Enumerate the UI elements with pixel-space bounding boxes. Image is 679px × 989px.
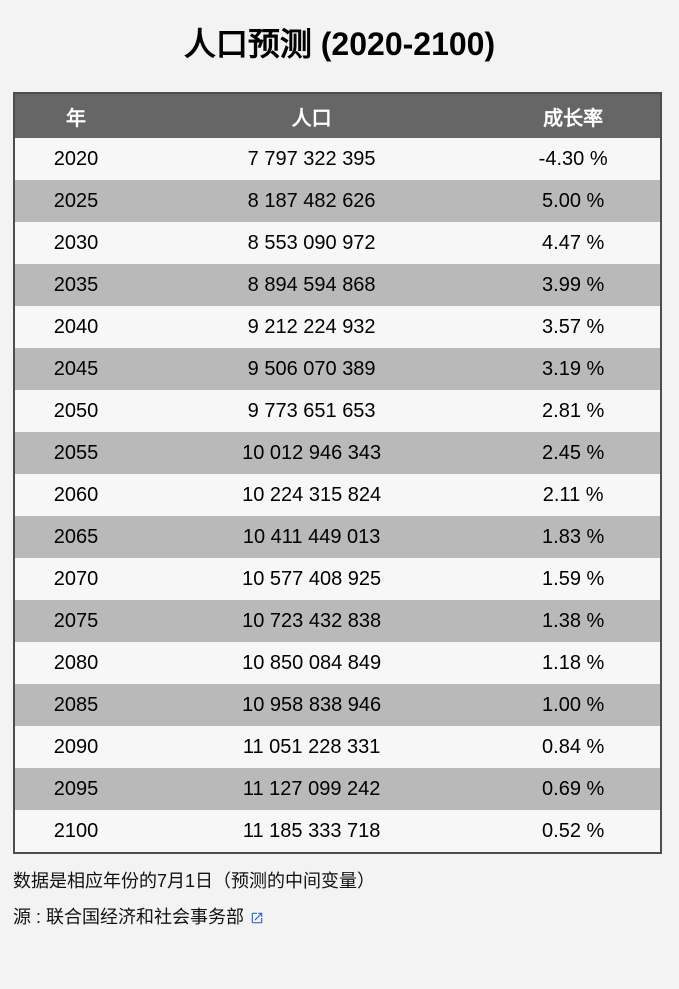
growth-rate-cell: 0.84 % [542, 735, 605, 758]
page-title: 人口预测 (2020-2100) [183, 26, 496, 62]
population-cell: 8 187 482 626 [247, 189, 376, 212]
year-cell: 2035 [53, 273, 99, 296]
year-cell: 2025 [53, 189, 99, 212]
year-cell: 2085 [53, 693, 99, 716]
source-text: 联合国经济和社会事务部 [46, 907, 245, 927]
footnote-note: 数据是相应年份的7月1日（预测的中间变量） [13, 871, 376, 891]
population-cell: 8 894 594 868 [247, 273, 376, 296]
growth-rate-cell: 1.83 % [542, 525, 605, 548]
table-row: 2040 9 212 224 932 3.57 % [14, 306, 661, 348]
population-table: 年 人口 成长率 2020 7 797 322 395 -4.30 % 2025 8 1… [13, 92, 662, 854]
population-cell: 11 185 333 718 [242, 819, 381, 842]
population-cell: 10 958 838 946 [242, 693, 382, 716]
population-cell: 10 723 432 838 [242, 609, 382, 632]
year-cell: 2090 [53, 735, 99, 758]
year-cell: 2065 [53, 525, 99, 548]
population-cell: 10 850 084 849 [242, 651, 382, 674]
year-cell: 2080 [53, 651, 99, 674]
year-cell: 2060 [53, 483, 99, 506]
population-cell: 7 797 322 395 [247, 147, 376, 170]
table-row: 2070 10 577 408 925 1.59 % [14, 558, 661, 600]
growth-rate-cell: 1.18 % [542, 651, 605, 674]
growth-rate-cell: 2.45 % [542, 441, 605, 464]
population-cell: 11 051 228 331 [242, 735, 381, 758]
table-row: 2030 8 553 090 972 4.47 % [14, 222, 661, 264]
growth-rate-cell: 4.47 % [542, 231, 605, 254]
growth-rate-cell: 3.57 % [542, 315, 605, 338]
population-cell: 10 012 946 343 [242, 441, 382, 464]
growth-rate-cell: 0.69 % [542, 777, 605, 800]
table-row: 2020 7 797 322 395 -4.30 % [14, 138, 661, 180]
col-header-population: 人口 [136, 93, 487, 138]
year-cell: 2050 [53, 399, 99, 422]
growth-rate-cell: 1.59 % [542, 567, 605, 590]
table-row: 2060 10 224 315 824 2.11 % [14, 474, 661, 516]
population-cell: 10 411 449 013 [242, 525, 381, 548]
year-cell: 2095 [53, 777, 99, 800]
table-row: 2095 11 127 099 242 0.69 % [14, 768, 661, 810]
population-cell: 10 577 408 925 [242, 567, 382, 590]
table-row: 2055 10 012 946 343 2.45 % [14, 432, 661, 474]
growth-rate-cell: 1.38 % [542, 609, 605, 632]
growth-rate-cell: 3.99 % [542, 273, 605, 296]
table-row: 2035 8 894 594 868 3.99 % [14, 264, 661, 306]
table-row: 2065 10 411 449 013 1.83 % [14, 516, 661, 558]
source-label: 源 : [13, 907, 47, 927]
year-cell: 2045 [53, 357, 99, 380]
growth-rate-cell: 1.00 % [542, 693, 605, 716]
growth-rate-cell: 2.81 % [542, 399, 605, 422]
population-cell: 11 127 099 242 [242, 777, 381, 800]
table-body: 2020 7 797 322 395 -4.30 % 2025 8 187 482 62… [14, 138, 661, 853]
table-row: 2080 10 850 084 849 1.18 % [14, 642, 661, 684]
table-row: 2085 10 958 838 946 1.00 % [14, 684, 661, 726]
growth-rate-cell: 3.19 % [542, 357, 605, 380]
year-cell: 2055 [53, 441, 99, 464]
table-row: 2025 8 187 482 626 5.00 % [14, 180, 661, 222]
table-row: 2090 11 051 228 331 0.84 % [14, 726, 661, 768]
growth-rate-cell: 5.00 % [542, 189, 605, 212]
table-header-row: 年 人口 成长率 [14, 93, 661, 138]
table-row: 2075 10 723 432 838 1.38 % [14, 600, 661, 642]
col-header-growth-rate: 成长率 [486, 93, 661, 138]
year-cell: 2075 [53, 609, 99, 632]
year-cell: 2100 [53, 819, 99, 842]
year-cell: 2030 [53, 231, 99, 254]
source-line: 源 : 联合国经济和社会事务部 [13, 907, 679, 928]
year-cell: 2070 [53, 567, 99, 590]
col-header-year: 年 [14, 93, 137, 138]
year-cell: 2040 [53, 315, 99, 338]
population-cell: 8 553 090 972 [247, 231, 376, 254]
growth-rate-cell: -4.30 % [538, 147, 608, 170]
year-cell: 2020 [53, 147, 99, 170]
table-row: 2050 9 773 651 653 2.81 % [14, 390, 661, 432]
population-cell: 10 224 315 824 [242, 483, 382, 506]
external-link-icon[interactable] [250, 907, 264, 928]
population-cell: 9 212 224 932 [247, 315, 376, 338]
population-cell: 9 506 070 389 [247, 357, 376, 380]
population-cell: 9 773 651 653 [247, 399, 376, 422]
growth-rate-cell: 0.52 % [542, 819, 605, 842]
table-row: 2100 11 185 333 718 0.52 % [14, 810, 661, 853]
growth-rate-cell: 2.11 % [542, 483, 604, 506]
table-row: 2045 9 506 070 389 3.19 % [14, 348, 661, 390]
